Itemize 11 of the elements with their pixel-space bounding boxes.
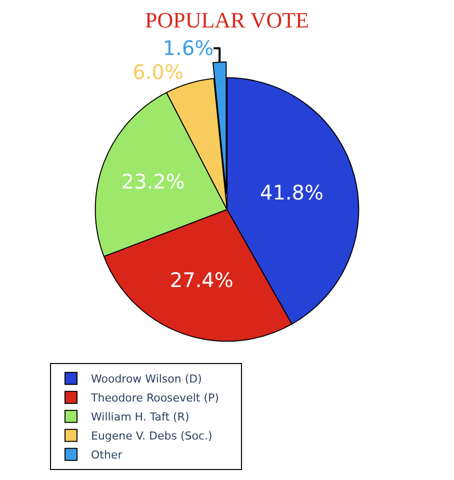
legend-label: Other — [91, 448, 123, 462]
data-label: 27.4% — [170, 268, 234, 292]
legend-label: Theodore Roosevelt (P) — [90, 392, 219, 405]
legend-label: Eugene V. Debs (Soc.) — [91, 430, 212, 443]
chart-title: POPULAR VOTE — [144, 7, 310, 32]
data-label: 1.6% — [162, 36, 214, 60]
legend-label: Woodrow Wilson (D) — [91, 372, 202, 386]
data-label: 6.0% — [132, 60, 184, 84]
legend-label: William H. Taft (R) — [91, 410, 190, 424]
data-label: 23.2% — [121, 169, 185, 194]
data-label: 41.8% — [260, 180, 324, 204]
